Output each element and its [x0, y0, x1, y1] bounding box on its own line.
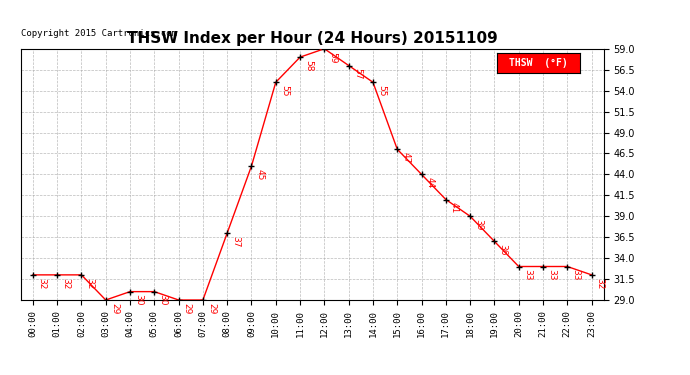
Text: 44: 44	[426, 177, 435, 188]
Text: 45: 45	[256, 169, 265, 180]
Title: THSW Index per Hour (24 Hours) 20151109: THSW Index per Hour (24 Hours) 20151109	[127, 31, 497, 46]
Text: 30: 30	[134, 294, 144, 306]
Text: 29: 29	[183, 303, 192, 314]
Text: 36: 36	[499, 244, 508, 256]
Text: THSW  (°F): THSW (°F)	[509, 58, 568, 68]
Text: 33: 33	[571, 269, 580, 281]
Text: 29: 29	[207, 303, 216, 314]
Text: Copyright 2015 Cartronics.com: Copyright 2015 Cartronics.com	[21, 28, 177, 38]
Text: 32: 32	[595, 278, 604, 289]
Text: 30: 30	[159, 294, 168, 306]
Text: 47: 47	[402, 152, 411, 164]
Text: 33: 33	[547, 269, 556, 281]
Text: 59: 59	[328, 51, 337, 63]
Text: 58: 58	[304, 60, 313, 71]
Text: 32: 32	[61, 278, 70, 289]
Text: 41: 41	[450, 202, 459, 214]
Text: 37: 37	[231, 236, 240, 247]
Text: 57: 57	[353, 68, 362, 80]
Text: 39: 39	[474, 219, 483, 231]
Text: 32: 32	[37, 278, 46, 289]
Text: 33: 33	[523, 269, 532, 281]
Text: 32: 32	[86, 278, 95, 289]
Text: 55: 55	[377, 85, 386, 96]
Text: 29: 29	[110, 303, 119, 314]
Text: 55: 55	[280, 85, 289, 96]
